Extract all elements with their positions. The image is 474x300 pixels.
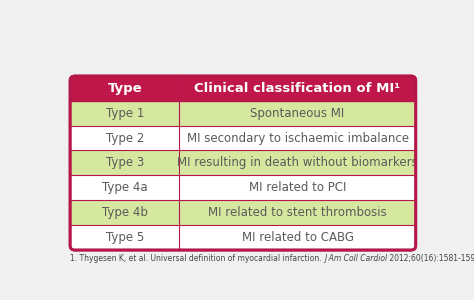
FancyBboxPatch shape [70, 225, 179, 250]
Text: Type 4a: Type 4a [102, 181, 147, 194]
Text: Spontaneous MI: Spontaneous MI [250, 106, 345, 120]
Bar [179, 126, 416, 151]
Text: MI secondary to ischaemic imbalance: MI secondary to ischaemic imbalance [187, 131, 409, 145]
Text: MI related to stent thrombosis: MI related to stent thrombosis [208, 206, 387, 219]
Bar [70, 126, 179, 151]
Bar [70, 225, 179, 238]
Bar [70, 88, 416, 101]
Text: Type: Type [108, 82, 142, 95]
Text: Clinical classification of MI¹: Clinical classification of MI¹ [194, 82, 401, 95]
Bar [179, 176, 416, 200]
Text: Type 1: Type 1 [106, 106, 144, 120]
Bar [70, 101, 179, 126]
Text: Type 3: Type 3 [106, 156, 144, 170]
Bar [179, 225, 416, 238]
Text: Type 5: Type 5 [106, 231, 144, 244]
Text: MI related to PCI: MI related to PCI [249, 181, 346, 194]
Bar [179, 200, 416, 225]
Text: 1. Thygesen K, et al. Universal definition of myocardial infarction.: 1. Thygesen K, et al. Universal definiti… [70, 254, 324, 263]
Bar [179, 151, 416, 175]
Bar [70, 176, 179, 200]
FancyBboxPatch shape [70, 76, 416, 101]
Text: 2012;60(16):1581-1598.: 2012;60(16):1581-1598. [387, 254, 474, 263]
FancyBboxPatch shape [179, 225, 416, 250]
Text: Type 2: Type 2 [106, 131, 144, 145]
Text: MI related to CABG: MI related to CABG [242, 231, 354, 244]
Bar [70, 151, 179, 175]
Text: J Am Coll Cardiol: J Am Coll Cardiol [324, 254, 387, 263]
Bar [179, 101, 416, 126]
Text: MI resulting in death without biomarkers: MI resulting in death without biomarkers [177, 156, 418, 170]
Text: Type 4b: Type 4b [102, 206, 148, 219]
Bar [70, 200, 179, 225]
